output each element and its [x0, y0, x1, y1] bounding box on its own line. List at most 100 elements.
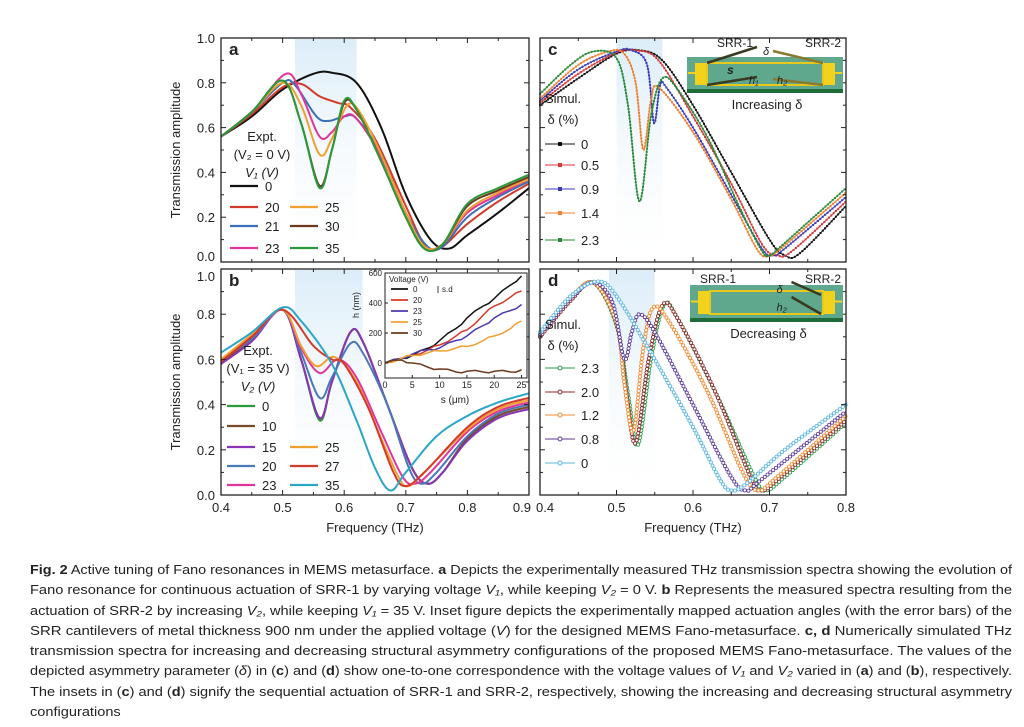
- resonance-shading: [616, 39, 663, 261]
- data-marker: [665, 63, 668, 66]
- data-marker: [629, 120, 632, 123]
- y-tick-label: 0.6: [197, 352, 215, 367]
- data-marker: [621, 50, 624, 53]
- data-marker: [658, 81, 661, 84]
- caption-text: ) and (: [129, 683, 172, 699]
- data-marker: [830, 420, 835, 425]
- data-marker: [609, 51, 612, 54]
- data-marker: [615, 321, 620, 326]
- data-marker: [651, 106, 654, 109]
- data-marker: [630, 435, 635, 440]
- data-marker: [753, 229, 756, 232]
- data-marker: [603, 296, 608, 301]
- data-marker: [719, 420, 724, 425]
- data-marker: [599, 279, 604, 284]
- data-marker: [797, 244, 800, 247]
- data-marker: [681, 97, 684, 100]
- data-marker: [660, 309, 665, 314]
- data-marker: [715, 155, 718, 158]
- data-marker: [688, 355, 693, 360]
- data-marker: [598, 286, 603, 291]
- legend-marker: [558, 187, 562, 191]
- data-marker: [645, 135, 648, 138]
- data-marker: [642, 56, 645, 59]
- data-marker: [802, 432, 807, 437]
- x-tick-label: 0.9: [513, 500, 531, 515]
- data-marker: [673, 83, 676, 86]
- data-marker: [737, 203, 740, 206]
- data-marker: [644, 166, 647, 169]
- data-marker: [631, 149, 634, 152]
- data-marker: [714, 448, 719, 453]
- data-marker: [742, 192, 745, 195]
- data-marker: [664, 352, 669, 357]
- data-marker: [635, 49, 638, 52]
- data-marker: [660, 89, 663, 92]
- data-marker: [651, 91, 654, 94]
- data-marker: [779, 252, 782, 255]
- data-marker: [553, 310, 558, 315]
- data-marker: [568, 294, 573, 299]
- data-marker: [600, 49, 603, 52]
- data-marker: [722, 169, 725, 172]
- data-marker: [623, 386, 628, 391]
- data-marker: [584, 53, 587, 56]
- data-marker: [727, 182, 730, 185]
- data-marker: [680, 406, 685, 411]
- caption-text: , while keeping: [499, 582, 601, 598]
- data-marker: [634, 177, 637, 180]
- data-marker: [757, 237, 760, 240]
- data-marker: [759, 223, 762, 226]
- data-marker: [635, 328, 640, 333]
- data-marker: [785, 242, 788, 245]
- data-marker: [618, 51, 621, 54]
- data-marker: [651, 112, 654, 115]
- data-marker: [736, 445, 741, 450]
- data-marker: [654, 116, 657, 119]
- data-marker: [591, 56, 594, 59]
- data-marker: [569, 64, 572, 67]
- data-marker: [717, 174, 720, 177]
- data-marker: [776, 463, 781, 468]
- data-marker: [643, 173, 646, 176]
- data-marker: [650, 51, 653, 54]
- caption-line: SRR cantilevers of metal thickness 900 n…: [30, 621, 1012, 641]
- data-marker: [803, 450, 808, 455]
- data-marker: [839, 211, 842, 214]
- data-marker: [833, 196, 836, 199]
- data-marker: [686, 352, 691, 357]
- data-marker: [681, 87, 684, 90]
- data-marker: [759, 246, 762, 249]
- data-marker: [600, 289, 605, 294]
- caption-line-text: Fig. 2 Active tuning of Fano resonances …: [30, 560, 1012, 580]
- data-marker: [672, 96, 675, 99]
- data-marker: [733, 189, 736, 192]
- data-marker: [637, 108, 640, 111]
- data-marker: [759, 253, 762, 256]
- data-marker: [657, 310, 662, 315]
- data-marker: [653, 97, 656, 100]
- data-marker: [619, 67, 622, 70]
- data-marker: [655, 362, 660, 367]
- data-marker: [824, 209, 827, 212]
- inset-caption: Increasing δ: [732, 97, 803, 112]
- data-marker: [653, 359, 658, 364]
- data-marker: [795, 234, 798, 237]
- data-marker: [661, 64, 664, 67]
- data-marker: [770, 478, 775, 483]
- data-marker: [761, 255, 764, 258]
- data-marker: [816, 219, 819, 222]
- data-marker: [756, 217, 759, 220]
- data-marker: [540, 327, 545, 332]
- data-marker: [551, 89, 554, 92]
- data-marker: [762, 228, 765, 231]
- series-c-2.3: [539, 49, 847, 258]
- data-marker: [685, 100, 688, 103]
- errorbar-legend-label: s.d: [442, 285, 453, 294]
- data-marker: [821, 427, 826, 432]
- data-marker: [792, 248, 795, 251]
- data-marker: [691, 103, 694, 106]
- data-marker: [818, 429, 823, 434]
- data-marker: [541, 90, 544, 93]
- caption-bold-text: d: [326, 663, 335, 679]
